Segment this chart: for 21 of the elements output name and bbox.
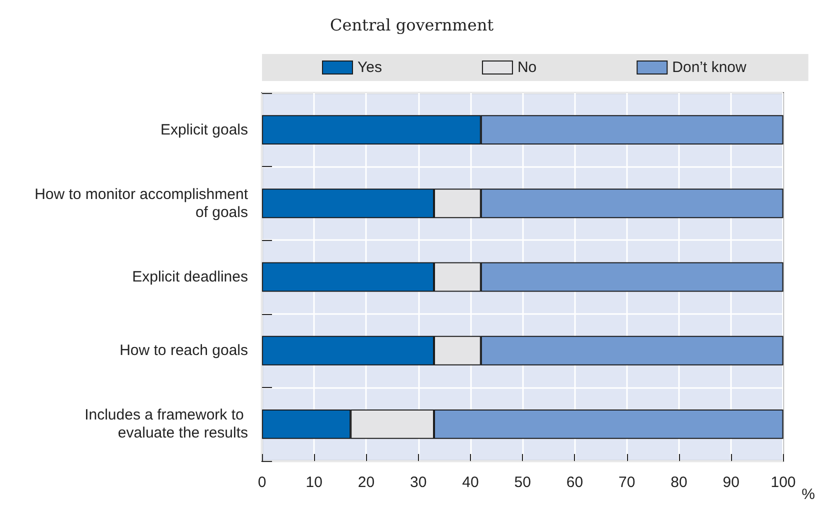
y-tick-label: Includes a framework to evaluate the results — [84, 406, 248, 442]
x-tick-label: 30 — [410, 474, 427, 491]
x-tick-label: 20 — [358, 474, 375, 491]
x-tick-label: 90 — [722, 474, 740, 491]
y-tick-label: How to reach goals — [120, 342, 248, 360]
x-tick-label: 80 — [670, 474, 688, 491]
x-tick-label: 100 — [770, 474, 796, 491]
y-tick-label: Explicit deadlines — [132, 268, 248, 286]
x-axis-title: % — [802, 486, 815, 503]
x-tick-label: 50 — [514, 474, 531, 491]
x-tick-label: 10 — [306, 474, 322, 491]
chart-title: Central government — [330, 16, 494, 34]
legend-label: No — [517, 59, 537, 76]
legend-label: Yes — [358, 59, 382, 76]
y-tick-label: How to monitor accomplishment of goals — [34, 186, 249, 221]
y-tick-label: Explicit goals — [160, 121, 248, 138]
x-tick-label: 70 — [618, 474, 636, 491]
legend-label: Don’t know — [672, 59, 747, 76]
x-tick-label: 40 — [462, 474, 479, 491]
x-tick-label: 0 — [258, 474, 266, 491]
x-tick-label: 60 — [566, 474, 584, 491]
